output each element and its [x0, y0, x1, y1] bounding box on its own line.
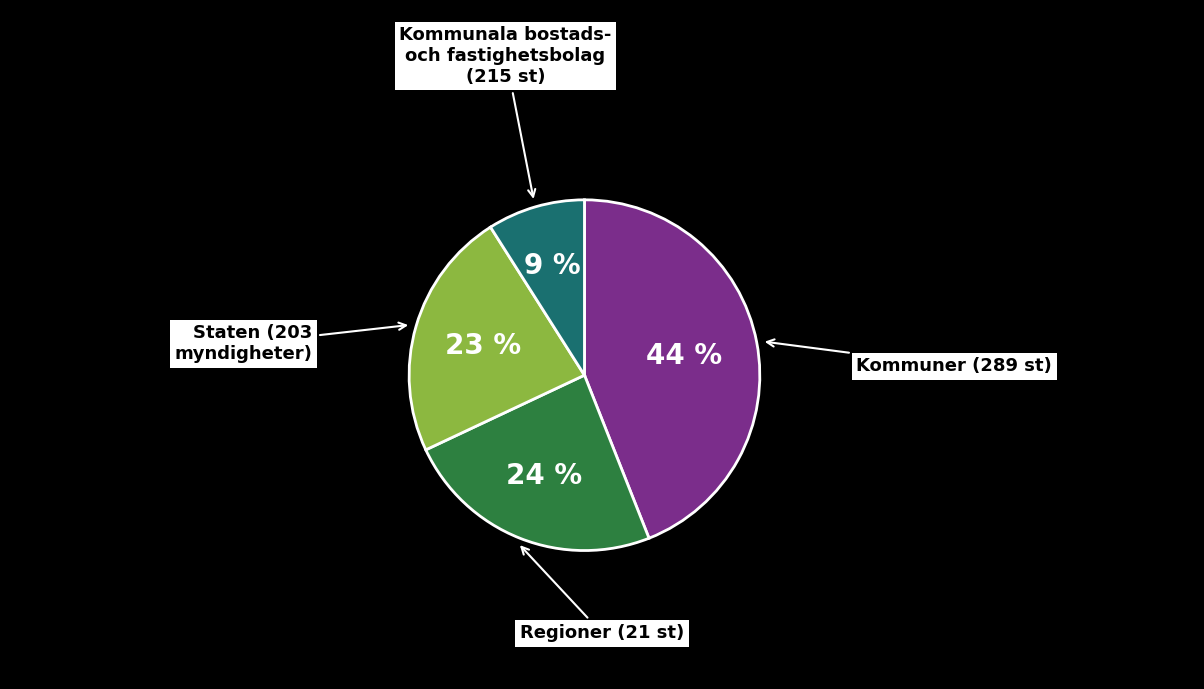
Wedge shape — [584, 200, 760, 538]
Text: Kommunala bostads-
och fastighetsbolag
(215 st): Kommunala bostads- och fastighetsbolag (… — [400, 26, 612, 197]
Wedge shape — [426, 376, 649, 551]
Text: 9 %: 9 % — [525, 251, 582, 280]
Text: 44 %: 44 % — [647, 342, 722, 370]
Text: 23 %: 23 % — [445, 332, 521, 360]
Text: 24 %: 24 % — [507, 462, 583, 491]
Text: Staten (203
myndigheter): Staten (203 myndigheter) — [175, 322, 406, 363]
Text: Regioner (21 st): Regioner (21 st) — [520, 547, 684, 642]
Wedge shape — [490, 200, 584, 376]
Wedge shape — [409, 227, 584, 450]
Text: Kommuner (289 st): Kommuner (289 st) — [767, 340, 1052, 376]
